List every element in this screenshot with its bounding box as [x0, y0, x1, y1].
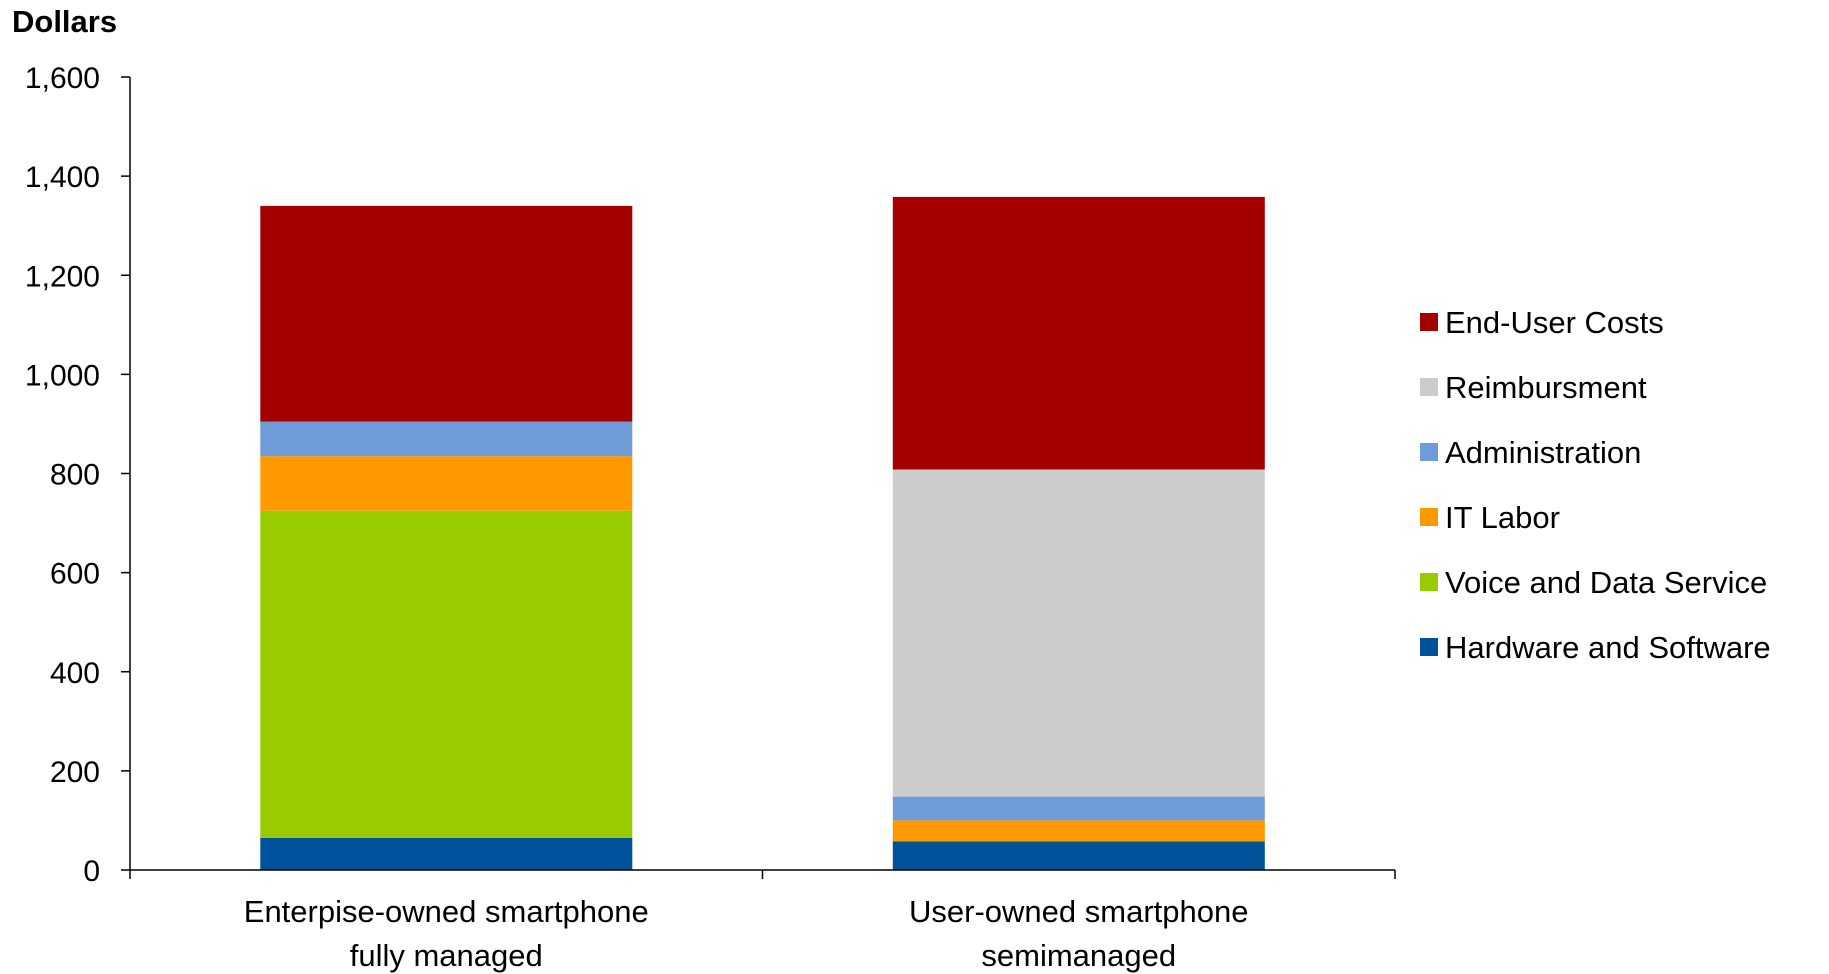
- y-tick-label: 1,000: [25, 359, 100, 392]
- legend-label: Voice and Data Service: [1445, 565, 1767, 600]
- legend-swatch: [1420, 443, 1438, 461]
- category-label: fully managed: [350, 938, 543, 973]
- y-tick-label: 1,400: [25, 161, 100, 194]
- y-axis-title: Dollars: [12, 4, 117, 39]
- category-label: Enterpise-owned smartphone: [244, 894, 649, 929]
- y-tick-label: 0: [83, 855, 100, 888]
- bar-segment-administration-0: [260, 421, 633, 457]
- y-tick-label: 1,600: [25, 62, 100, 95]
- y-tick-label: 800: [50, 459, 100, 492]
- y-tick-label: 1,200: [25, 260, 100, 293]
- bar-segment-it-labor-0: [260, 456, 633, 511]
- bar-segment-reimbursment-1: [892, 469, 1265, 797]
- category-labels: Enterpise-owned smartphone fully managed U…: [244, 894, 1249, 973]
- bar-segment-administration-1: [892, 796, 1265, 821]
- bar-segment-hardware-and-software-0: [260, 837, 633, 870]
- legend-item-voice-and-data-service: Voice and Data Service: [1420, 565, 1767, 600]
- bar-segment-end-user-costs-1: [892, 196, 1265, 470]
- legend-item-reimbursment: Reimbursment: [1420, 370, 1647, 405]
- category-label: User-owned smartphone: [909, 894, 1248, 929]
- legend-label: IT Labor: [1445, 500, 1560, 535]
- bar-segment-voice-and-data-service-0: [260, 510, 633, 838]
- legend-item-hardware-and-software: Hardware and Software: [1420, 630, 1771, 665]
- bar-segment-end-user-costs-0: [260, 205, 633, 422]
- legend-label: Reimbursment: [1445, 370, 1647, 405]
- legend-swatch: [1420, 638, 1438, 656]
- legend-label: Administration: [1445, 435, 1641, 470]
- legend: End-User Costs Reimbursment Administration…: [1420, 305, 1771, 665]
- legend-label: Hardware and Software: [1445, 630, 1771, 665]
- y-tick-label: 400: [50, 657, 100, 690]
- y-tick-label: 600: [50, 558, 100, 591]
- legend-label: End-User Costs: [1445, 305, 1664, 340]
- legend-swatch: [1420, 573, 1438, 591]
- bars-layer: [260, 196, 1265, 870]
- legend-swatch: [1420, 508, 1438, 526]
- legend-item-end-user-costs: End-User Costs: [1420, 305, 1664, 340]
- y-tick-label: 200: [50, 756, 100, 789]
- legend-swatch: [1420, 378, 1438, 396]
- y-tick-labels: 0 200 400 600 800 1,000 1,200 1,400 1,600: [25, 62, 100, 888]
- category-label: semimanaged: [981, 938, 1176, 973]
- legend-item-administration: Administration: [1420, 435, 1641, 470]
- axes-layer: [121, 76, 1396, 879]
- bar-segment-hardware-and-software-1: [892, 841, 1265, 870]
- legend-swatch: [1420, 313, 1438, 331]
- legend-item-it-labor: IT Labor: [1420, 500, 1560, 535]
- bar-segment-it-labor-1: [892, 820, 1265, 842]
